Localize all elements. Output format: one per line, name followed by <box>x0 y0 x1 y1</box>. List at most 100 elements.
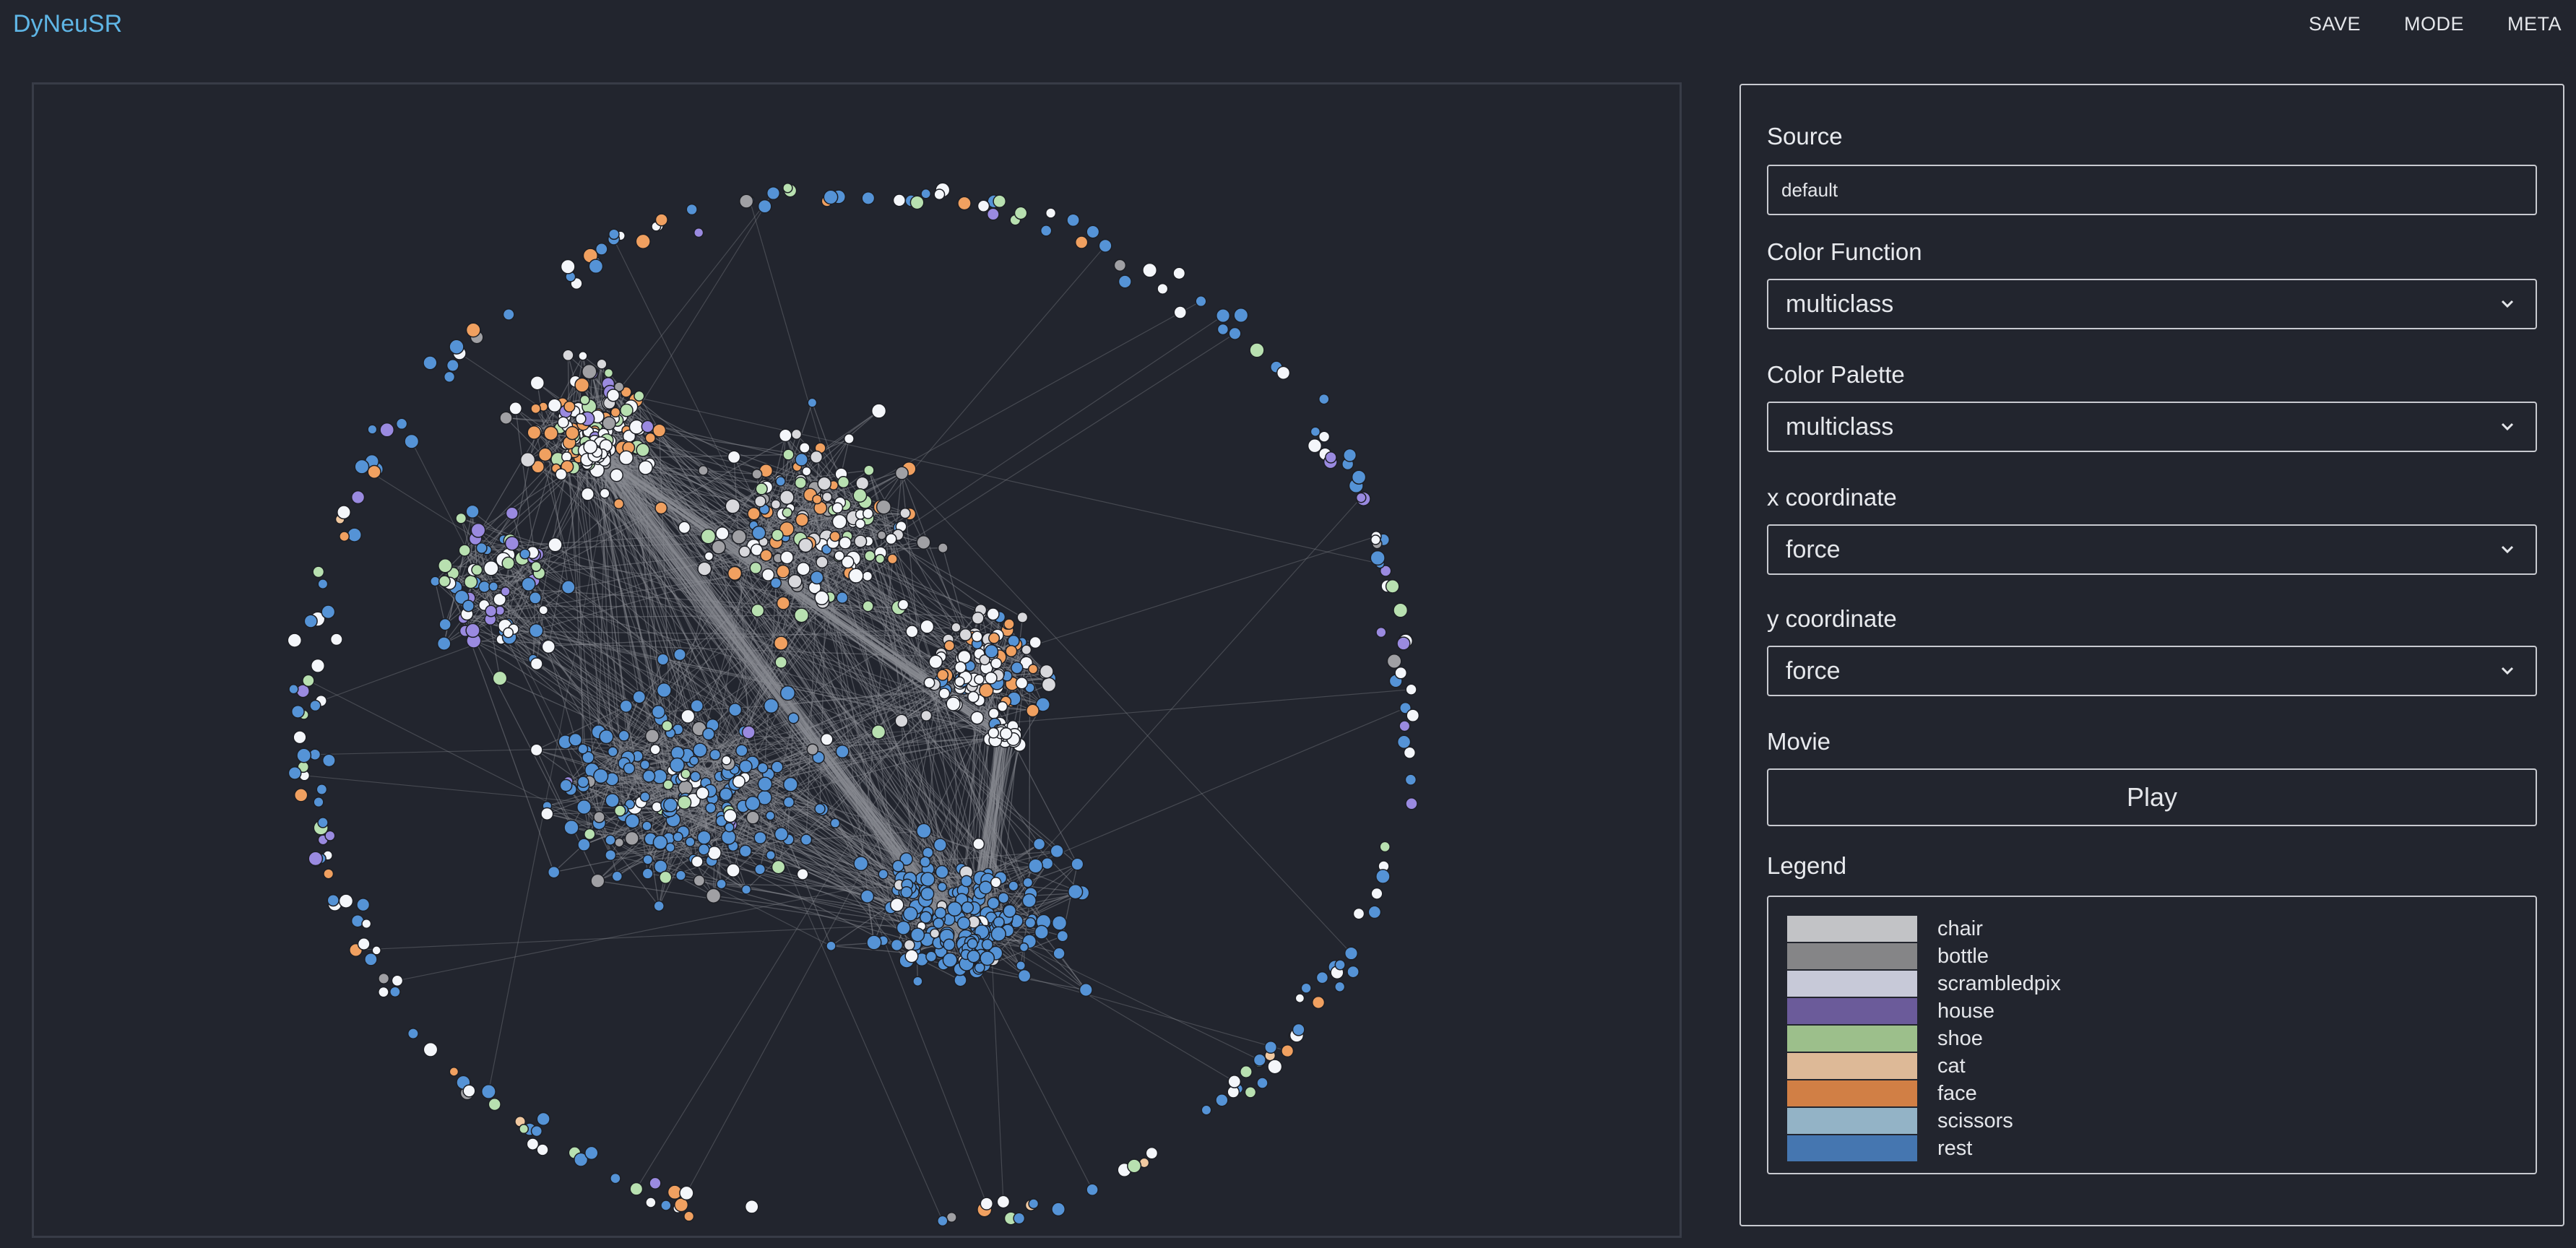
graph-node[interactable] <box>741 725 756 740</box>
graph-node[interactable] <box>724 822 735 833</box>
graph-node[interactable] <box>876 499 891 515</box>
graph-node[interactable] <box>706 888 722 904</box>
graph-node[interactable] <box>836 592 849 604</box>
graph-node[interactable] <box>1142 262 1158 278</box>
graph-node[interactable] <box>899 852 913 866</box>
graph-node[interactable] <box>423 1041 438 1057</box>
graph-node[interactable] <box>649 744 661 755</box>
graph-node[interactable] <box>547 398 562 413</box>
graph-node[interactable] <box>541 639 556 654</box>
graph-node[interactable] <box>1028 1198 1040 1210</box>
graph-node[interactable] <box>1021 644 1032 656</box>
graph-node[interactable] <box>455 512 467 524</box>
graph-node[interactable] <box>848 568 864 584</box>
graph-node[interactable] <box>483 560 499 576</box>
graph-node[interactable] <box>324 830 336 841</box>
graph-node[interactable] <box>659 870 673 884</box>
graph-node[interactable] <box>1386 654 1402 669</box>
graph-node[interactable] <box>613 381 625 392</box>
graph-node[interactable] <box>560 259 576 274</box>
graph-node[interactable] <box>1041 857 1054 870</box>
graph-node[interactable] <box>503 627 514 638</box>
save-button[interactable]: SAVE <box>2308 13 2361 35</box>
graph-node[interactable] <box>317 578 329 590</box>
graph-node[interactable] <box>900 885 913 898</box>
graph-node[interactable] <box>438 618 451 631</box>
graph-node[interactable] <box>677 795 692 810</box>
graph-node[interactable] <box>407 1028 419 1040</box>
graph-node[interactable] <box>662 779 674 791</box>
graph-node[interactable] <box>731 529 747 545</box>
graph-node[interactable] <box>951 622 961 633</box>
graph-node[interactable] <box>371 945 381 956</box>
graph-node[interactable] <box>782 182 793 194</box>
graph-node[interactable] <box>870 724 886 740</box>
graph-node[interactable] <box>462 599 475 612</box>
graph-node[interactable] <box>719 787 733 802</box>
graph-node[interactable] <box>669 757 685 773</box>
graph-node[interactable] <box>795 513 809 527</box>
graph-node[interactable] <box>716 878 727 890</box>
graph-node[interactable] <box>1318 393 1330 405</box>
graph-node[interactable] <box>886 553 898 565</box>
graph-node[interactable] <box>649 1176 662 1190</box>
graph-node[interactable] <box>837 476 850 489</box>
graph-node[interactable] <box>499 411 513 425</box>
graph-node[interactable] <box>651 704 666 719</box>
graph-node[interactable] <box>656 682 672 698</box>
graph-node[interactable] <box>749 561 762 575</box>
graph-node[interactable] <box>998 892 1010 904</box>
graph-node[interactable] <box>530 560 542 572</box>
graph-node[interactable] <box>1024 916 1037 929</box>
graph-node[interactable] <box>1071 857 1084 871</box>
graph-node[interactable] <box>1393 602 1409 618</box>
graph-node[interactable] <box>575 413 587 425</box>
meta-button[interactable]: META <box>2507 13 2562 35</box>
graph-node[interactable] <box>1379 565 1392 577</box>
graph-node[interactable] <box>293 730 307 745</box>
graph-node[interactable] <box>795 453 808 467</box>
graph-node[interactable] <box>905 625 919 638</box>
graph-node[interactable] <box>878 869 889 880</box>
play-button[interactable]: Play <box>1767 768 2537 826</box>
graph-node[interactable] <box>361 918 372 930</box>
graph-node[interactable] <box>759 549 773 562</box>
graph-node[interactable] <box>829 818 841 828</box>
graph-node[interactable] <box>698 465 709 476</box>
graph-node[interactable] <box>798 442 811 454</box>
graph-node[interactable] <box>1295 993 1305 1003</box>
graph-node[interactable] <box>296 748 312 763</box>
graph-node[interactable] <box>485 604 498 618</box>
graph-node[interactable] <box>321 753 336 768</box>
graph-node[interactable] <box>967 937 978 950</box>
graph-node[interactable] <box>1344 946 1359 961</box>
graph-node[interactable] <box>986 207 1000 221</box>
graph-node[interactable] <box>693 875 706 887</box>
graph-node[interactable] <box>770 499 782 510</box>
graph-node[interactable] <box>563 820 579 836</box>
graph-node[interactable] <box>1406 708 1420 723</box>
graph-node[interactable] <box>937 882 948 892</box>
graph-node[interactable] <box>1017 968 1032 983</box>
graph-node[interactable] <box>787 712 800 724</box>
graph-node[interactable] <box>773 636 789 651</box>
graph-node[interactable] <box>537 447 553 462</box>
graph-node[interactable] <box>670 745 685 760</box>
graph-node[interactable] <box>1334 959 1346 971</box>
graph-node[interactable] <box>642 854 654 865</box>
graph-node[interactable] <box>987 896 1000 910</box>
graph-node[interactable] <box>501 556 515 570</box>
graph-node[interactable] <box>1249 342 1265 358</box>
graph-node[interactable] <box>738 759 753 774</box>
graph-node[interactable] <box>1118 274 1132 289</box>
graph-node[interactable] <box>606 389 621 402</box>
graph-node[interactable] <box>727 566 743 581</box>
graph-node[interactable] <box>623 762 636 775</box>
graph-node[interactable] <box>1405 797 1418 810</box>
graph-node[interactable] <box>625 813 640 829</box>
graph-node[interactable] <box>862 571 873 582</box>
graph-node[interactable] <box>527 425 542 440</box>
graph-node[interactable] <box>943 640 956 651</box>
graph-node[interactable] <box>778 428 792 443</box>
graph-node[interactable] <box>990 926 1006 942</box>
